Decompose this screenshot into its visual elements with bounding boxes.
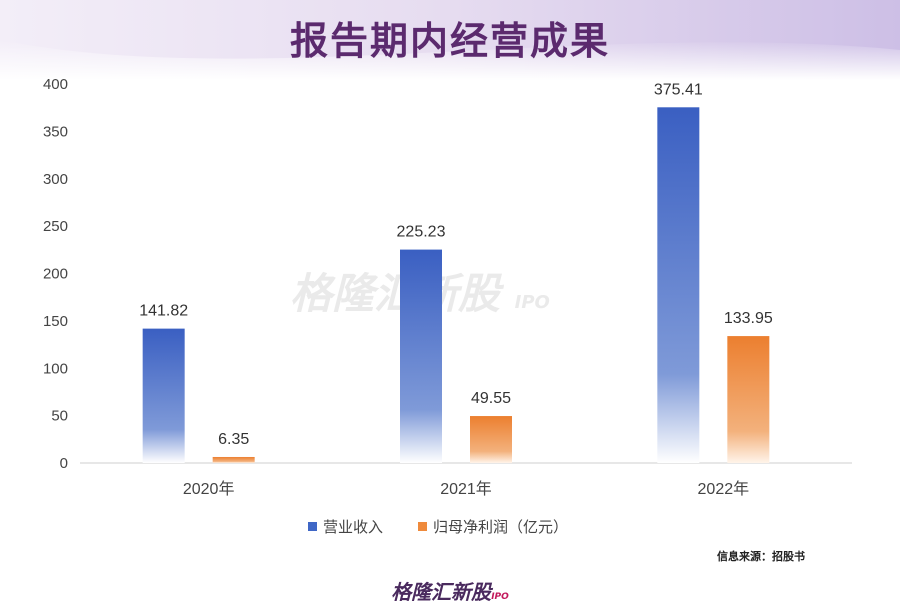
chart-title: 报告期内经营成果	[289, 18, 610, 63]
x-tick-label: 2020年	[183, 480, 235, 498]
y-tick-label: 400	[43, 76, 68, 93]
data-label: 6.35	[218, 431, 249, 448]
bar-revenue	[657, 107, 700, 464]
y-tick-label: 100	[43, 360, 68, 377]
y-tick-label: 0	[60, 455, 68, 472]
x-tick-label: 2021年	[440, 480, 492, 498]
legend-swatch-profit	[418, 522, 427, 531]
data-label: 225.23	[397, 224, 446, 241]
y-tick-label: 300	[43, 171, 68, 188]
bar-net-profit	[727, 336, 770, 463]
bar-revenue	[400, 249, 442, 463]
data-label: 375.41	[654, 81, 703, 98]
bar-net-profit	[470, 416, 512, 463]
x-tick-label: 2022年	[698, 480, 750, 498]
legend-swatch-revenue	[308, 522, 317, 531]
bar-revenue	[142, 328, 185, 463]
watermark: 格隆汇新股 IPO	[290, 269, 550, 318]
y-tick-label: 150	[43, 313, 68, 330]
y-tick-label: 200	[43, 266, 68, 283]
y-tick-label: 250	[43, 218, 68, 235]
y-tick-label: 50	[51, 408, 68, 425]
brand-logo: 格隆汇新股IPO	[391, 580, 509, 602]
data-label: 133.95	[724, 310, 773, 327]
header-background	[0, 0, 900, 80]
y-tick-label: 350	[43, 123, 68, 140]
legend-label: 归母净利润（亿元）	[433, 518, 568, 536]
bar-net-profit	[212, 456, 255, 463]
source-note: 信息来源：招股书	[717, 550, 805, 563]
legend-label: 营业收入	[323, 518, 383, 536]
data-label: 49.55	[471, 390, 511, 407]
data-label: 141.82	[139, 303, 188, 320]
